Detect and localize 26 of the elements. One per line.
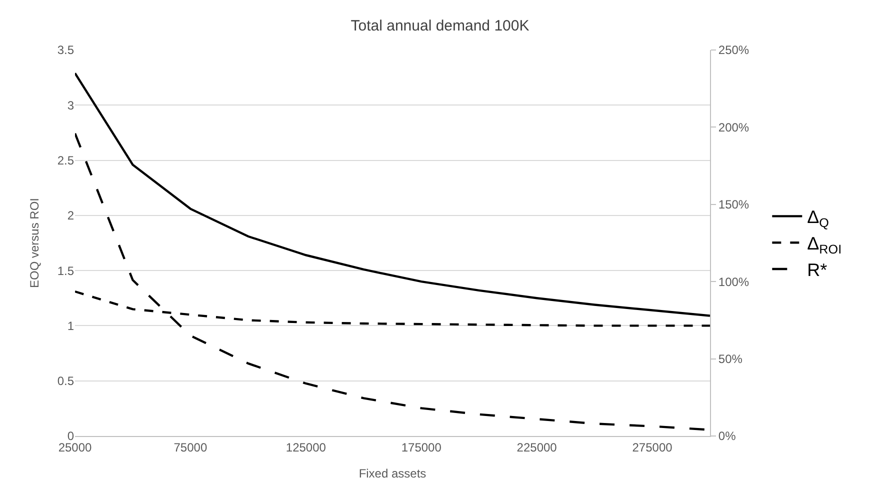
y-tick-label: 2 bbox=[67, 208, 74, 223]
y-tick-label: 3 bbox=[67, 98, 74, 112]
y-axis-title: EOQ versus ROI bbox=[28, 198, 42, 288]
y2-tick-label: 150% bbox=[718, 198, 750, 212]
x-axis-title: Fixed assets bbox=[358, 466, 426, 480]
legend-label: Δ$_{Q}$ bbox=[807, 207, 830, 230]
y2-tick-label: 50% bbox=[718, 352, 743, 366]
y-tick-label: 2.5 bbox=[57, 153, 74, 168]
x-tick-label: 225000 bbox=[516, 440, 558, 454]
legend-label: Δ$_{ROI}$ bbox=[807, 234, 842, 256]
y2-tick-label: 100% bbox=[718, 274, 750, 289]
x-tick-label: 75000 bbox=[174, 440, 208, 454]
y-tick-label: 1 bbox=[67, 318, 74, 333]
line-series bbox=[75, 290, 710, 327]
legend-label: R* bbox=[807, 260, 828, 280]
y-tick-label: 3.5 bbox=[57, 43, 74, 58]
y-tick-label: 0.5 bbox=[57, 374, 74, 388]
line-series bbox=[75, 72, 710, 317]
x-tick-label: 275000 bbox=[632, 440, 673, 454]
x-tick-label: 125000 bbox=[286, 440, 326, 454]
y2-tick-label: 250% bbox=[718, 43, 750, 58]
x-tick-label: 175000 bbox=[401, 440, 442, 454]
y2-tick-label: 200% bbox=[718, 120, 750, 134]
y-tick-label: 1.5 bbox=[57, 264, 74, 278]
chart-title: Total annual demand 100K bbox=[350, 17, 530, 34]
y2-tick-label: 0% bbox=[718, 429, 736, 444]
